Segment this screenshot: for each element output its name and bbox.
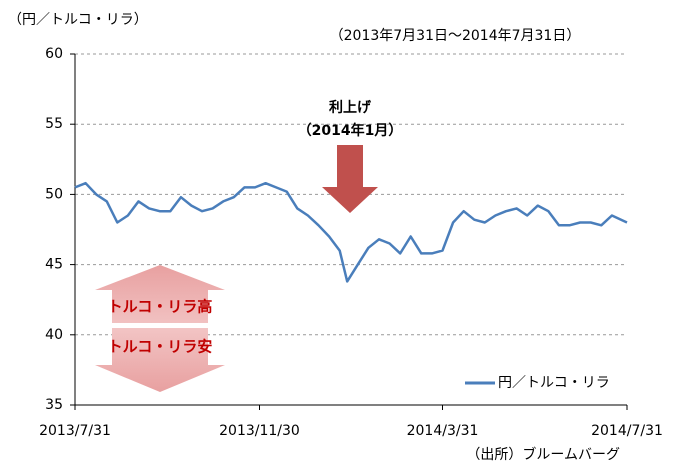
y-tick-label: 45 bbox=[45, 257, 63, 273]
arrow-label-up: トルコ・リラ高 bbox=[108, 298, 213, 316]
x-tick-label: 2014/7/31 bbox=[591, 423, 663, 439]
y-tick-label: 40 bbox=[45, 327, 63, 343]
x-tick-label: 2013/11/30 bbox=[219, 423, 300, 439]
source: （出所）ブルームバーグ bbox=[466, 446, 620, 463]
y-tick-label: 50 bbox=[45, 186, 63, 202]
annotation-date: （2014年1月） bbox=[298, 122, 403, 139]
legend-label: 円／トルコ・リラ bbox=[498, 375, 610, 391]
data-line bbox=[74, 181, 628, 283]
y-tick-label: 35 bbox=[45, 397, 63, 413]
subtitle: （2013年7月31日～2014年7月31日） bbox=[330, 28, 581, 44]
y-tick-label: 60 bbox=[45, 46, 63, 62]
arrow-label-down: トルコ・リラ安 bbox=[108, 338, 213, 356]
y-axis-label: （円／トルコ・リラ） bbox=[8, 12, 148, 28]
x-tick-label: 2014/3/31 bbox=[407, 423, 479, 439]
annotation-title: 利上げ bbox=[329, 99, 372, 116]
x-tick-label: 2013/7/31 bbox=[39, 423, 111, 439]
down-arrow bbox=[322, 145, 378, 213]
arrow-divider bbox=[96, 323, 224, 328]
double-arrow bbox=[95, 265, 225, 392]
y-tick-label: 55 bbox=[45, 116, 63, 132]
